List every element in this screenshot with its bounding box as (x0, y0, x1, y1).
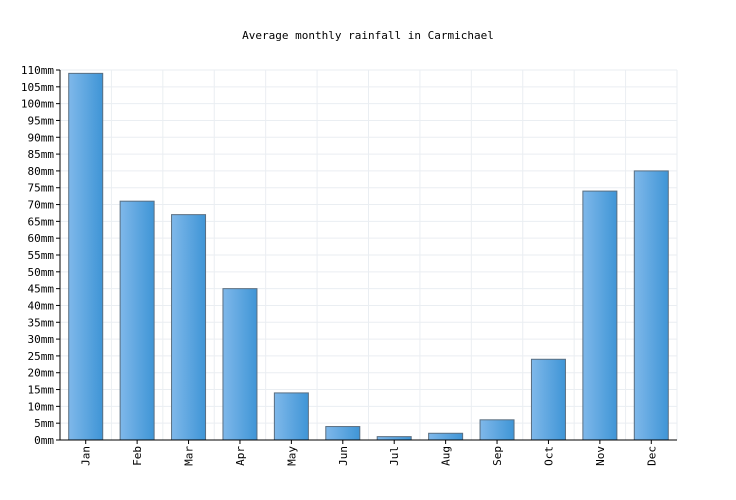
x-tick-labels: Jan Feb Mar Apr May Jun Jul Aug Sep Oct Nov Dec (80, 446, 659, 466)
y-tick-label: 15mm (28, 384, 55, 397)
y-tick-label: 110mm (21, 64, 54, 77)
chart-title: Average monthly rainfall in Carmichael (242, 29, 494, 42)
x-tick-label: Jan (80, 446, 93, 466)
bar-jul (376, 436, 412, 441)
y-tick-labels: 0mm 5mm 10mm 15mm 20mm 25mm 30mm 35mm 40mm 45mm 50… (21, 64, 60, 447)
x-tick-label: Oct (542, 446, 555, 466)
bar-mar (171, 214, 207, 441)
x-tick-label: Dec (645, 446, 658, 466)
y-tick-label: 55mm (28, 249, 55, 262)
y-tick-label: 40mm (28, 299, 55, 312)
bar-dec (633, 170, 669, 441)
x-tick-label: Sep (491, 446, 504, 466)
y-tick-label: 35mm (28, 316, 55, 329)
bar-sep (479, 419, 515, 441)
bar-aug (428, 432, 464, 441)
y-tick-label: 75mm (28, 182, 55, 195)
y-tick-label: 60mm (28, 232, 55, 245)
x-tick-label: May (285, 446, 298, 466)
y-tick-label: 20mm (28, 367, 55, 380)
y-tick-label: 25mm (28, 350, 55, 363)
x-tick-label: Jul (388, 446, 401, 466)
grid-lines (59, 69, 678, 441)
y-tick-label: 5mm (34, 417, 54, 430)
y-tick-label: 80mm (28, 165, 55, 178)
y-tick-label: 105mm (21, 81, 54, 94)
x-tick-label: Mar (183, 446, 196, 466)
y-tick-label: 100mm (21, 98, 54, 111)
bar-oct (530, 358, 566, 441)
bars (68, 72, 669, 441)
y-tick-label: 45mm (28, 283, 55, 296)
bar-may (273, 392, 309, 441)
y-tick-label: 90mm (28, 131, 55, 144)
bar-apr (222, 288, 258, 441)
x-tick-label: Apr (234, 446, 247, 466)
y-tick-label: 95mm (28, 114, 55, 127)
y-tick-label: 70mm (28, 199, 55, 212)
x-tick-label: Jun (337, 446, 350, 466)
y-tick-label: 30mm (28, 333, 55, 346)
x-tick-label: Feb (131, 446, 144, 466)
y-tick-label: 65mm (28, 215, 55, 228)
y-tick-label: 85mm (28, 148, 55, 161)
bar-jan (68, 72, 104, 441)
bar-jun (325, 426, 361, 441)
bar-feb (119, 200, 155, 441)
bar-nov (582, 190, 618, 441)
y-tick-label: 0mm (34, 434, 54, 447)
y-tick-label: 10mm (28, 400, 55, 413)
y-tick-label: 50mm (28, 266, 55, 279)
x-tick-label: Nov (594, 446, 607, 466)
x-tick-label: Aug (440, 446, 453, 466)
